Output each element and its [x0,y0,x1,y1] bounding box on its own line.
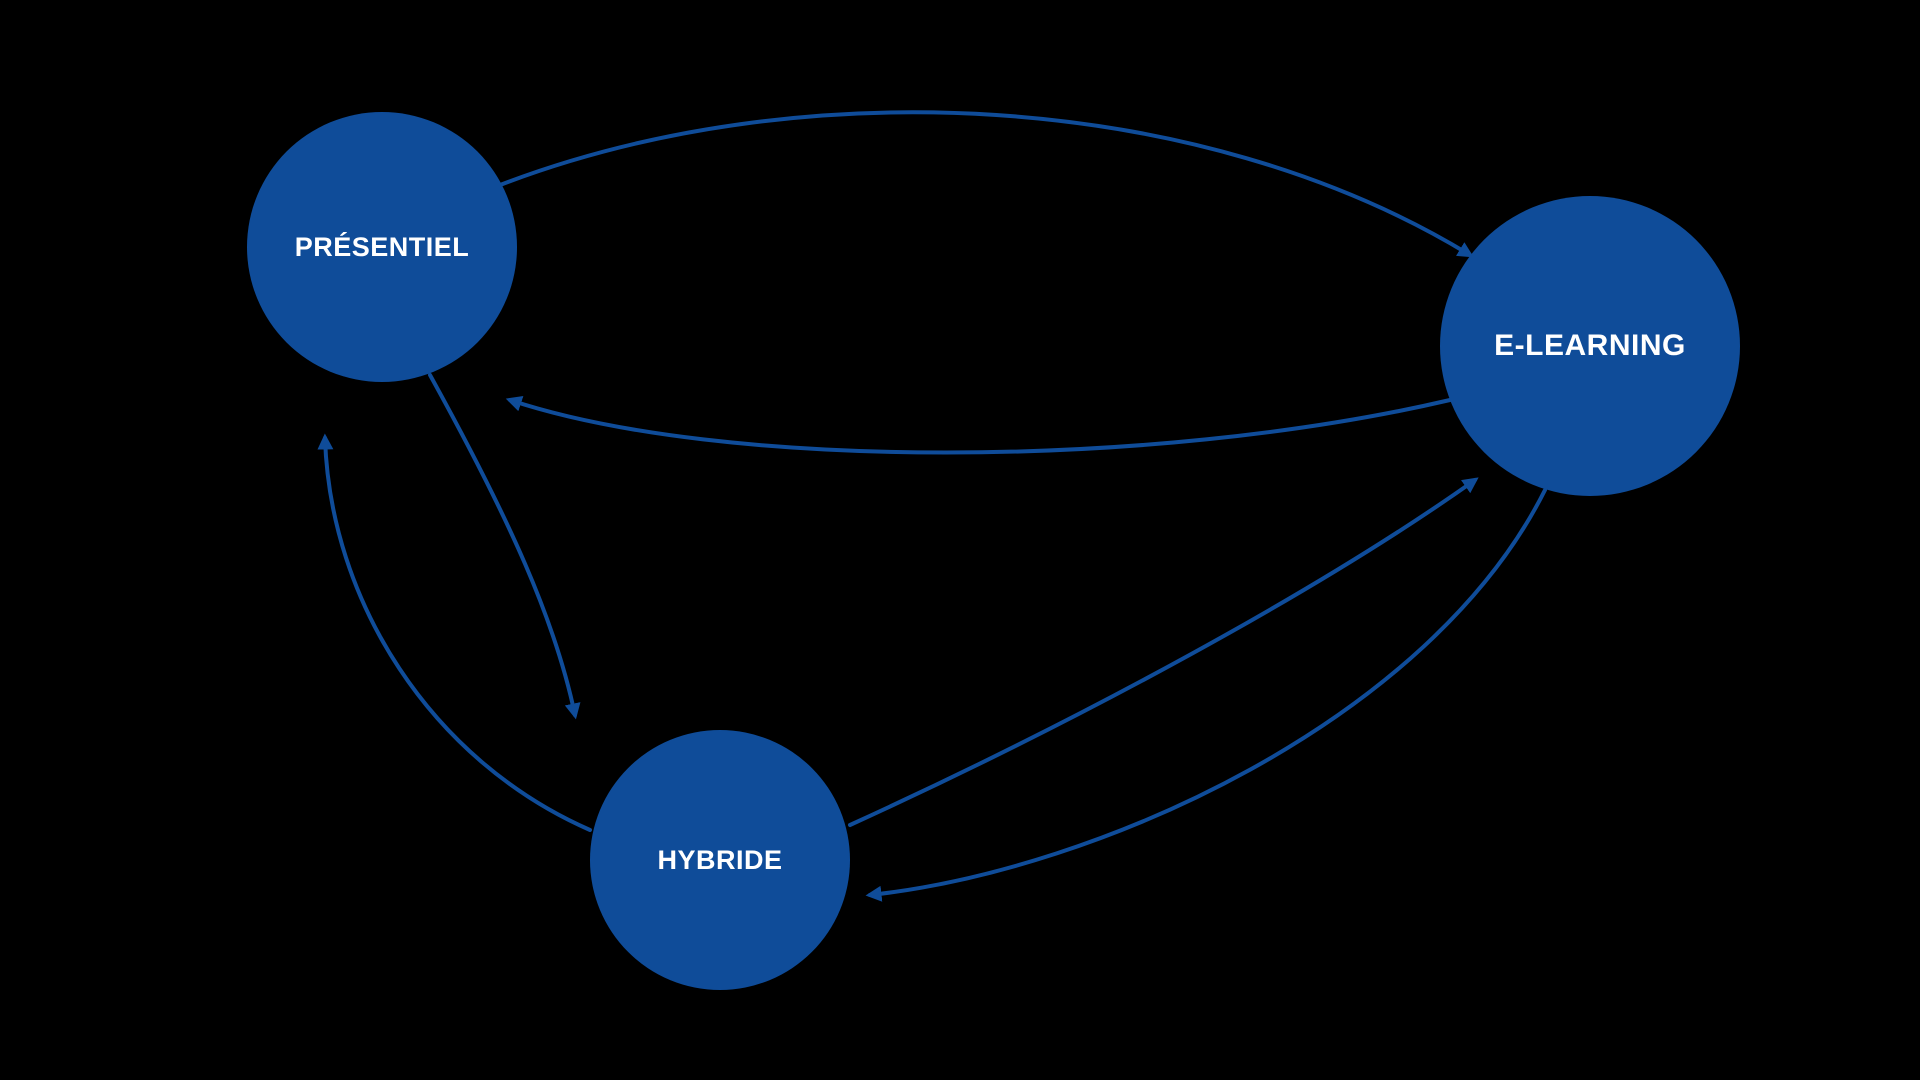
edge-hybride-to-elearning [850,480,1475,825]
node-elearning: E-LEARNING [1440,196,1740,496]
node-hybride: HYBRIDE [590,730,850,990]
edge-elearning-to-presentiel [510,400,1450,453]
node-label-elearning: E-LEARNING [1440,329,1740,363]
edge-elearning-to-hybride [870,490,1545,895]
node-label-presentiel: PRÉSENTIEL [247,232,517,263]
diagram-canvas: PRÉSENTIEL E-LEARNING HYBRIDE [0,0,1920,1080]
edge-presentiel-to-hybride [430,375,575,715]
node-label-hybride: HYBRIDE [590,845,850,876]
node-presentiel: PRÉSENTIEL [247,112,517,382]
edge-presentiel-to-elearning [500,112,1470,255]
